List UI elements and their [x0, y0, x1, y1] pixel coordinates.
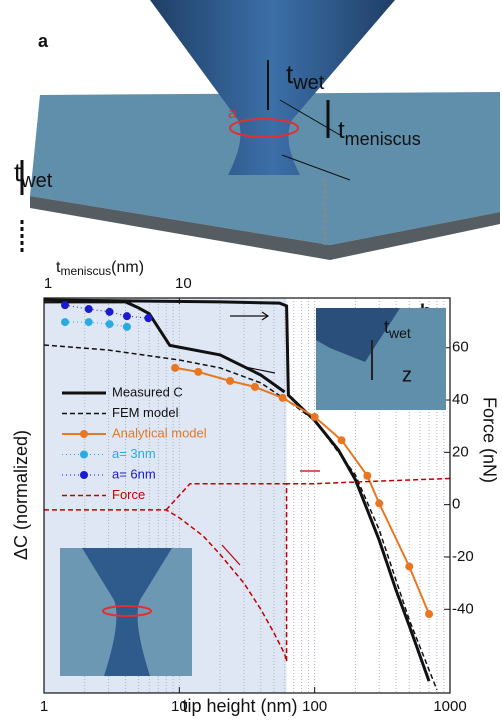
- legend-label: Analytical model: [112, 425, 207, 440]
- x2-axis-label: tmeniscus(nm): [56, 259, 144, 278]
- x-axis-label: tip height (nm): [182, 696, 297, 716]
- data-point: [311, 413, 319, 421]
- panel-label: a: [38, 31, 49, 51]
- data-point: [405, 563, 413, 571]
- legend-label: a= 3nm: [112, 446, 156, 461]
- y2-axis-label: Force (nN): [479, 397, 499, 483]
- label-sub: wet: [388, 325, 411, 341]
- legend-label: Measured C: [112, 384, 183, 399]
- data-point: [61, 301, 69, 309]
- legend-marker: [80, 471, 88, 479]
- data-point: [363, 472, 371, 480]
- data-point: [85, 305, 93, 313]
- data-point: [171, 364, 179, 372]
- data-point: [85, 318, 93, 326]
- x2-tick-label: 10: [175, 275, 192, 292]
- x-tick-label: 1000: [433, 698, 466, 715]
- x2-label-sub: meniscus: [60, 264, 111, 278]
- data-point: [226, 377, 234, 385]
- y2-tick-label: 60: [452, 339, 469, 356]
- data-point: [123, 312, 131, 320]
- label: z: [402, 364, 412, 386]
- data-point: [61, 318, 69, 326]
- y2-tick-label: 0: [452, 496, 460, 513]
- inset-tip: [60, 548, 192, 676]
- y-axis-label: ΔC (normalized): [11, 430, 31, 560]
- x-tick-label: 100: [302, 698, 327, 715]
- legend-marker: [80, 451, 88, 459]
- y2-tick-label: -40: [452, 600, 474, 617]
- legend-label: FEM model: [112, 405, 179, 420]
- data-point: [123, 323, 131, 331]
- legend-marker: [80, 430, 88, 438]
- y2-tick-label: 40: [452, 391, 469, 408]
- x2-label-unit: (nm): [111, 259, 144, 276]
- y2-tick-label: -20: [452, 548, 474, 565]
- label-sub: meniscus: [345, 129, 421, 149]
- legend-label: Force: [112, 487, 145, 502]
- x-tick-label: 1: [40, 698, 48, 715]
- x2-tick-label: 1: [44, 275, 52, 292]
- data-point: [338, 436, 346, 444]
- data-point: [144, 314, 152, 322]
- inset-b: twet z: [316, 308, 446, 410]
- label: a: [228, 105, 237, 122]
- panel-a: a twet tmeniscus a twet: [14, 0, 500, 260]
- figure: a twet tmeniscus a twet 1101001000110604…: [0, 0, 502, 720]
- data-point: [279, 394, 287, 402]
- data-point: [106, 320, 114, 328]
- data-point: [375, 499, 383, 507]
- y2-tick-label: 20: [452, 443, 469, 460]
- data-point: [251, 383, 259, 391]
- data-point: [425, 610, 433, 618]
- data-point: [194, 368, 202, 376]
- data-point: [106, 308, 114, 316]
- legend-label: a= 6nm: [112, 466, 156, 481]
- label-sub: wet: [292, 72, 325, 94]
- label-sub: wet: [20, 170, 53, 192]
